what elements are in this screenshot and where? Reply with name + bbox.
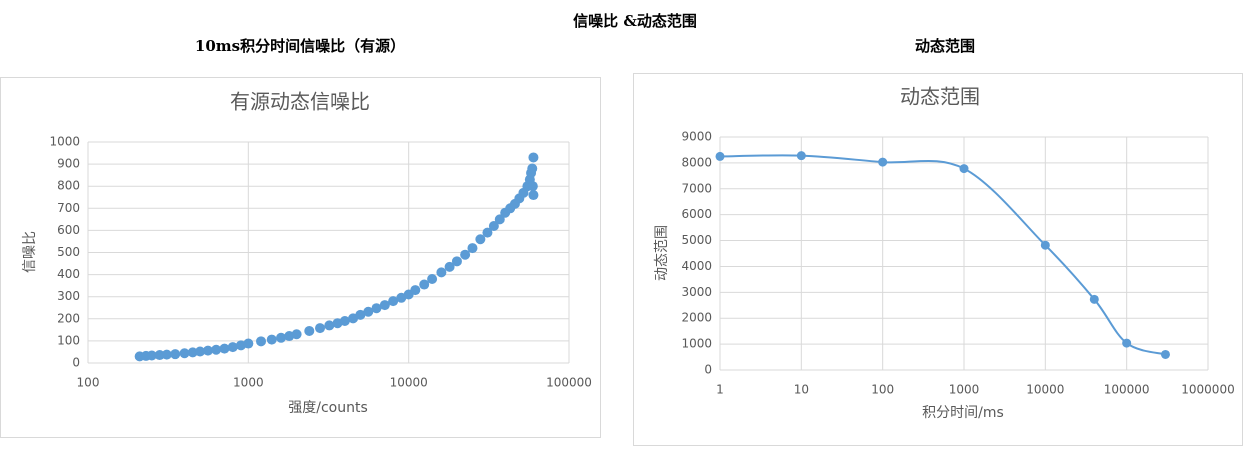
y-tick-label: 0 — [704, 363, 712, 377]
y-tick-label: 800 — [57, 179, 80, 193]
chart-caption: 动态范围 — [915, 37, 975, 55]
scatter-point — [410, 285, 421, 296]
y-tick-label: 2000 — [681, 311, 712, 325]
y-axis-label: 信噪比 — [22, 231, 38, 273]
scatter-point — [339, 316, 350, 327]
scatter-point — [195, 346, 206, 357]
page-title: 信噪比 &动态范围 — [573, 12, 697, 30]
scatter-point — [146, 350, 157, 361]
x-tick-label: 10000 — [1026, 383, 1064, 397]
x-tick-label: 1000000 — [1181, 383, 1234, 397]
y-tick-label: 3000 — [681, 285, 712, 299]
scatter-point — [371, 303, 382, 314]
data-point — [959, 164, 969, 174]
scatter-point — [528, 152, 539, 163]
scatter-point — [444, 261, 455, 272]
scatter-point — [460, 249, 471, 260]
data-point — [1160, 349, 1170, 359]
chart-title: 有源动态信噪比 — [230, 90, 370, 114]
scatter-point — [202, 345, 213, 356]
y-tick-label: 900 — [57, 157, 80, 171]
x-tick-label: 1000 — [949, 383, 980, 397]
scatter-point — [427, 274, 438, 285]
y-tick-label: 700 — [57, 201, 80, 215]
x-tick-label: 100000 — [546, 376, 592, 390]
scatter-point — [324, 320, 335, 331]
scatter-point — [527, 163, 538, 174]
data-point — [878, 157, 888, 167]
y-tick-label: 1000 — [49, 135, 80, 149]
y-tick-label: 7000 — [681, 181, 712, 195]
scatter-point — [315, 323, 326, 334]
scatter-point — [527, 181, 538, 192]
y-tick-label: 0 — [72, 356, 80, 370]
x-tick-label: 10000 — [390, 376, 428, 390]
scatter-point — [227, 342, 238, 353]
data-point — [715, 151, 725, 161]
scatter-point — [488, 220, 499, 231]
scatter-point — [291, 329, 302, 340]
scatter-point — [219, 343, 230, 354]
y-tick-label: 300 — [57, 289, 80, 303]
data-point — [1089, 294, 1099, 304]
y-tick-label: 600 — [57, 223, 80, 237]
scatter-point — [528, 190, 539, 201]
y-axis-label: 动态范围 — [653, 225, 670, 281]
chart-frame — [0, 77, 601, 438]
x-tick-label: 1000 — [233, 376, 264, 390]
y-tick-label: 1000 — [681, 337, 712, 351]
scatter-point — [388, 296, 399, 307]
scatter-point — [436, 267, 447, 278]
x-axis-label: 强度/counts — [288, 400, 368, 416]
scatter-point — [187, 347, 198, 358]
y-tick-label: 8000 — [681, 155, 712, 169]
scatter-point — [379, 300, 390, 311]
y-tick-label: 500 — [57, 245, 80, 259]
chart-caption: 10ms积分时间信噪比（有源） — [195, 37, 405, 55]
scatter-point — [451, 256, 462, 267]
scatter-point — [467, 243, 478, 254]
scatter-point — [179, 348, 190, 359]
x-tick-label: 10 — [794, 383, 809, 397]
y-tick-label: 200 — [57, 311, 80, 325]
scatter-point — [170, 349, 181, 360]
scatter-point — [276, 332, 287, 343]
x-tick-label: 100 — [77, 376, 100, 390]
y-tick-label: 4000 — [681, 259, 712, 273]
scatter-point — [256, 336, 267, 347]
data-point — [1122, 338, 1132, 348]
data-point — [796, 151, 806, 161]
chart-title: 动态范围 — [900, 85, 980, 109]
scatter-point — [363, 306, 374, 317]
y-tick-label: 9000 — [681, 130, 712, 144]
y-tick-label: 6000 — [681, 207, 712, 221]
data-point — [1040, 240, 1050, 250]
chart-frame — [633, 73, 1243, 446]
scatter-point — [355, 309, 366, 320]
y-tick-label: 5000 — [681, 233, 712, 247]
scatter-point — [243, 338, 254, 349]
scatter-point — [211, 344, 222, 355]
x-axis-label: 积分时间/ms — [922, 405, 1004, 421]
scatter-point — [304, 325, 315, 336]
x-tick-label: 100000 — [1104, 383, 1150, 397]
scatter-point — [154, 350, 165, 361]
scatter-point — [494, 214, 505, 225]
scatter-point — [161, 349, 172, 360]
scatter-point — [482, 227, 493, 238]
y-tick-label: 400 — [57, 267, 80, 281]
scatter-point — [266, 334, 277, 345]
y-tick-label: 100 — [57, 333, 80, 347]
scatter-point — [419, 279, 430, 290]
x-tick-label: 100 — [871, 383, 894, 397]
scatter-point — [475, 234, 486, 245]
x-tick-label: 1 — [716, 383, 724, 397]
